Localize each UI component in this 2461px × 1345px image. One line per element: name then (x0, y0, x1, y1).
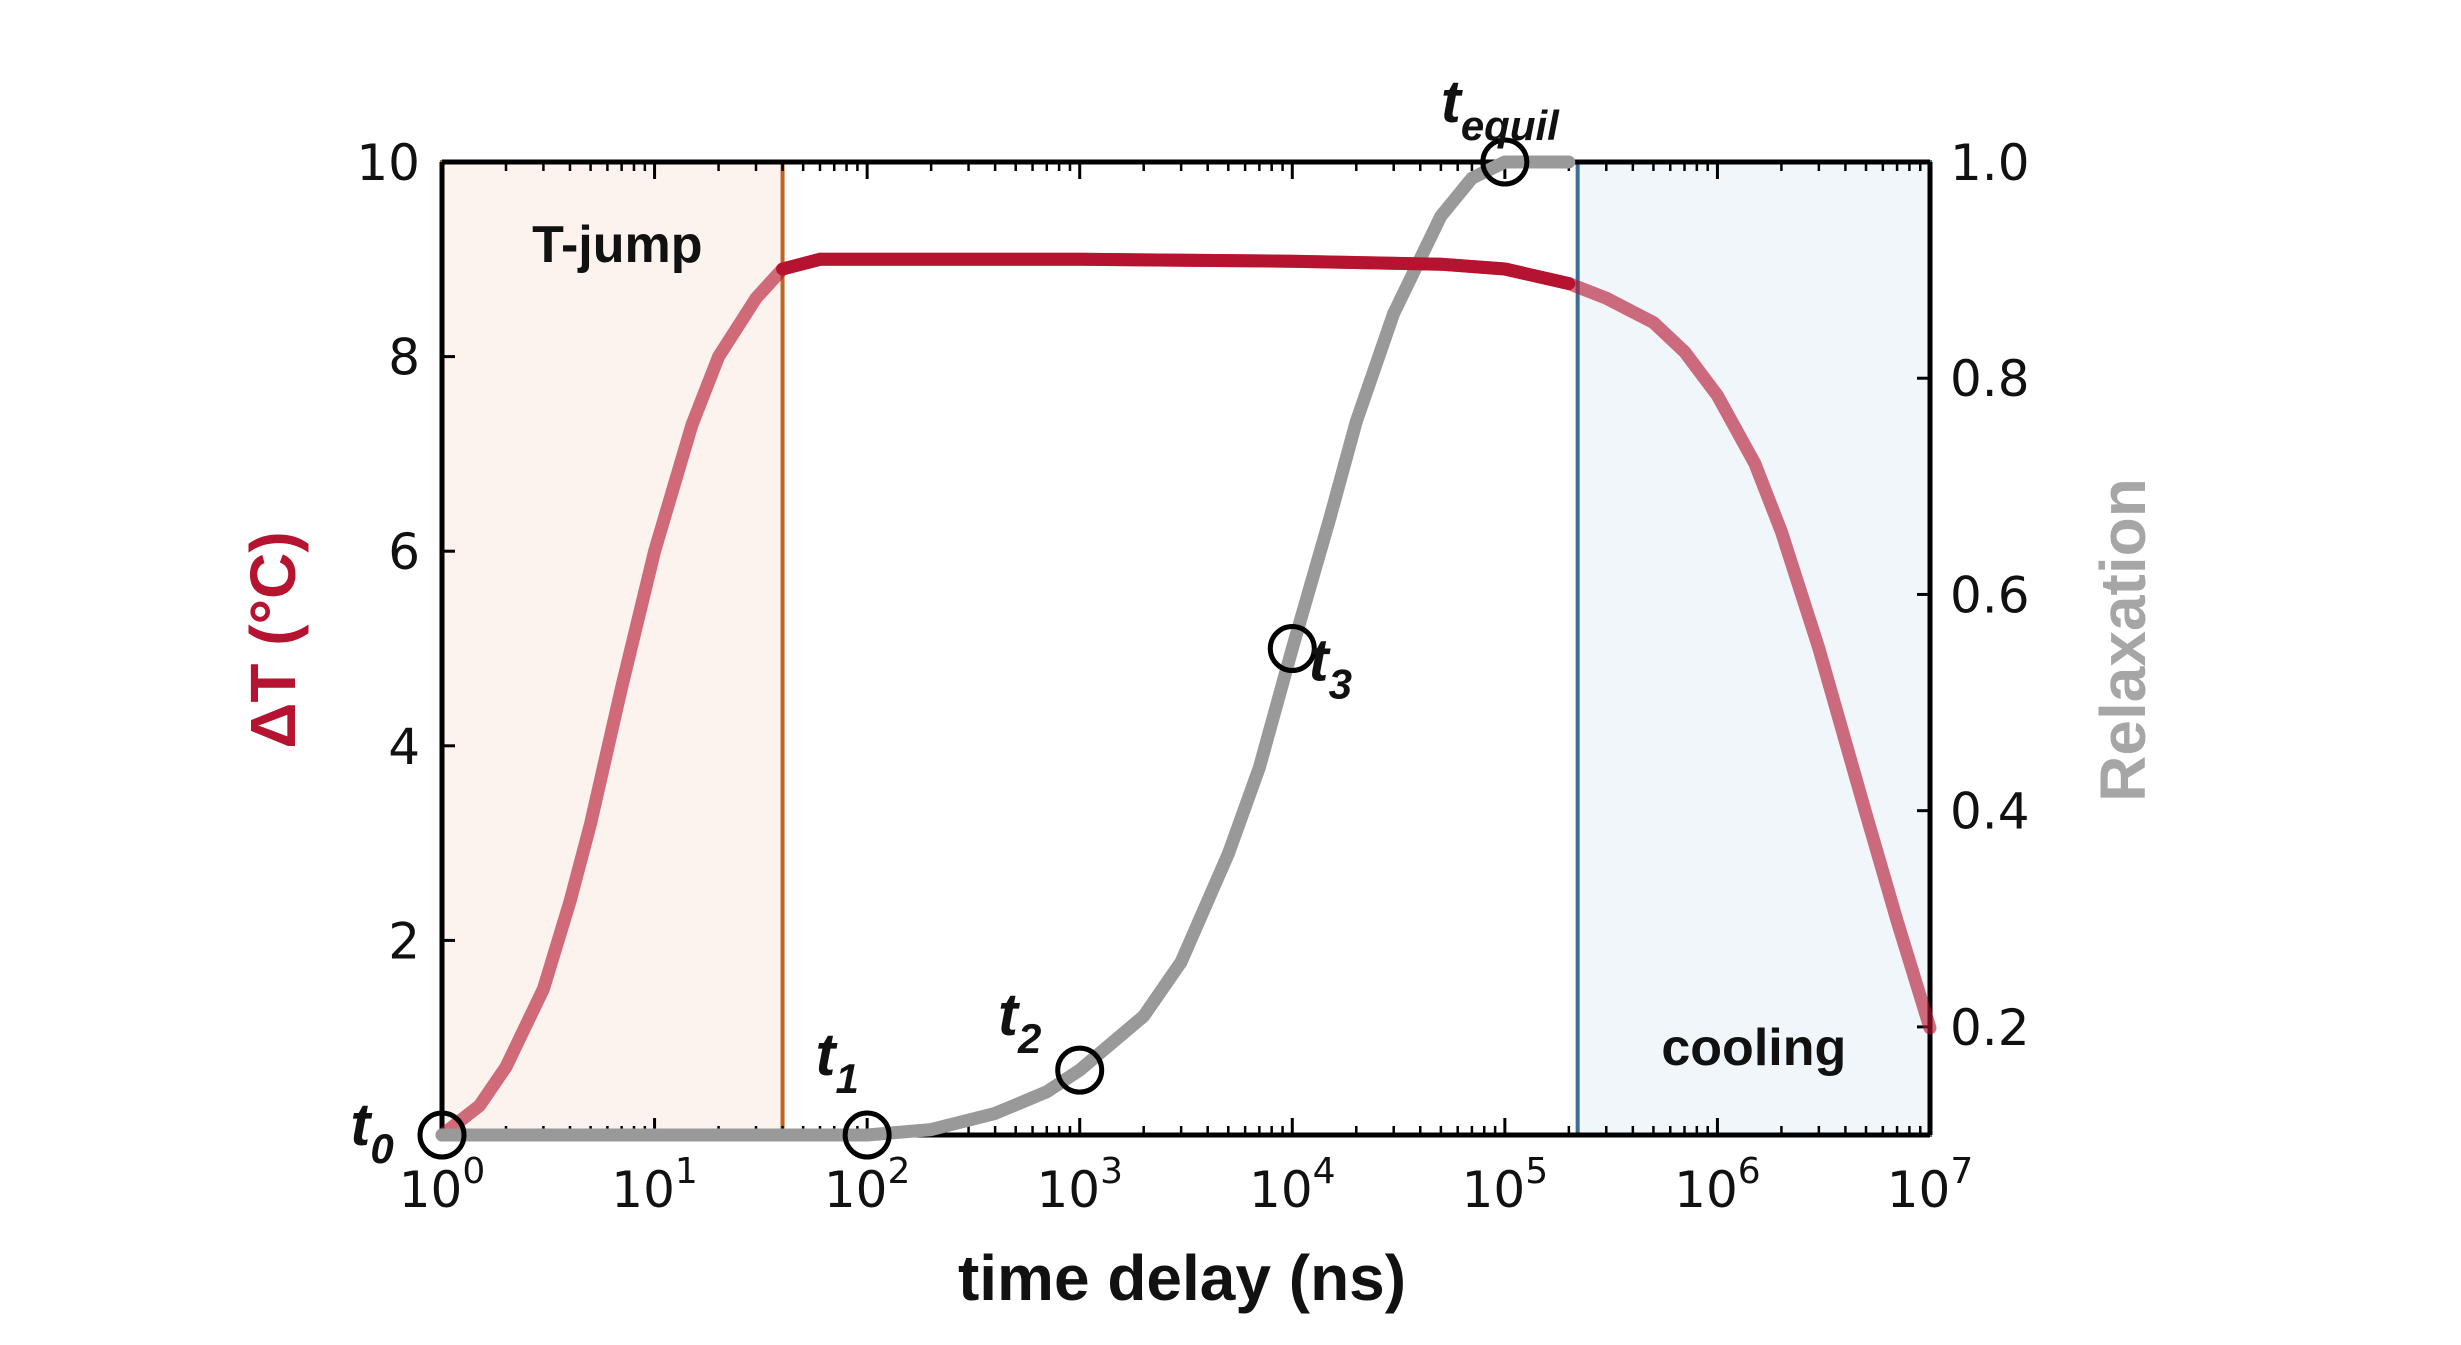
relaxation-series-line (435, 155, 1576, 1142)
label-t1: t1 (815, 1021, 858, 1102)
region-t-jump (442, 162, 783, 1135)
y-right-tick-label: 1.0 (1950, 134, 2030, 192)
y-right-tick-label: 0.2 (1950, 999, 2030, 1057)
delta-t-plateau-line (776, 252, 1576, 291)
label-subscript: 2 (1017, 1015, 1041, 1062)
y-left-axis-title: ΔT (°C) (237, 531, 309, 748)
x-tick-label: 102 (824, 1151, 911, 1219)
x-tick-label-base: 10 (1249, 1161, 1313, 1219)
region-label-cooling: cooling (1661, 1019, 1846, 1077)
y-left-tick-label: 2 (388, 912, 420, 970)
y-right-tick-label: 0.8 (1950, 350, 2030, 408)
x-tick-label-exponent: 3 (1100, 1151, 1123, 1192)
label-base: t (350, 1091, 373, 1158)
ticks-layer: 100 101 102 103 104 105 106 1072468100.20.40.60… (356, 134, 2029, 1219)
label-base: t (998, 981, 1021, 1048)
y-left-tick-label: 10 (356, 134, 420, 192)
marker-t1 (842, 1110, 892, 1160)
label-t3: t3 (1309, 627, 1352, 708)
y-right-tick-label: 0.4 (1950, 783, 2030, 841)
x-tick-label-exponent: 2 (888, 1151, 911, 1192)
region-cooling (1577, 162, 1930, 1135)
x-tick-label-base: 10 (1036, 1161, 1100, 1219)
marker-tequil (1480, 137, 1530, 187)
x-tick-label-exponent: 1 (675, 1151, 698, 1192)
x-tick-label: 106 (1674, 1151, 1761, 1219)
x-tick-label-base: 10 (824, 1161, 888, 1219)
label-subscript: 1 (835, 1055, 858, 1102)
x-tick-label-exponent: 0 (462, 1151, 485, 1192)
y-left-tick-label: 6 (388, 523, 420, 581)
y-right-axis-title: Relaxation (2087, 478, 2159, 802)
x-tick-label-base: 10 (611, 1161, 675, 1219)
series-layer (435, 155, 1937, 1142)
label-base: t (815, 1021, 838, 1088)
y-left-tick-label: 4 (388, 718, 420, 776)
x-tick-label: 105 (1462, 1151, 1549, 1219)
label-tequil: tequil (1441, 68, 1560, 149)
marker-t2 (1055, 1045, 1105, 1095)
x-tick-label-exponent: 4 (1313, 1151, 1336, 1192)
label-t2: t2 (998, 981, 1041, 1062)
x-tick-label-base: 10 (1462, 1161, 1526, 1219)
label-subscript: 0 (370, 1125, 393, 1172)
label-t0: t0 (350, 1091, 393, 1172)
region-label-t-jump: T-jump (532, 216, 702, 274)
x-tick-label: 107 (1887, 1151, 1974, 1219)
x-axis-title: time delay (ns) (958, 1242, 1406, 1314)
x-tick-label-base: 10 (1887, 1161, 1951, 1219)
x-tick-label-exponent: 5 (1525, 1151, 1548, 1192)
marker-t3 (1267, 624, 1317, 673)
y-left-tick-label: 8 (388, 329, 420, 387)
label-base: t (1441, 68, 1464, 135)
label-subscript: 3 (1329, 661, 1352, 708)
x-tick-label: 104 (1249, 1151, 1336, 1219)
x-tick-label-base: 10 (399, 1161, 463, 1219)
regions-layer: T-jump cooling (440, 160, 1932, 1137)
x-tick-label: 101 (611, 1151, 698, 1219)
label-base: t (1309, 627, 1332, 694)
y-right-tick-label: 0.6 (1950, 566, 2030, 624)
label-subscript: equil (1461, 102, 1560, 149)
x-tick-label-exponent: 7 (1950, 1151, 1973, 1192)
x-tick-label-base: 10 (1674, 1161, 1738, 1219)
x-tick-label-exponent: 6 (1738, 1151, 1761, 1192)
marker-t0 (417, 1110, 467, 1160)
x-tick-label: 103 (1036, 1151, 1123, 1219)
x-tick-label: 100 (399, 1151, 486, 1219)
